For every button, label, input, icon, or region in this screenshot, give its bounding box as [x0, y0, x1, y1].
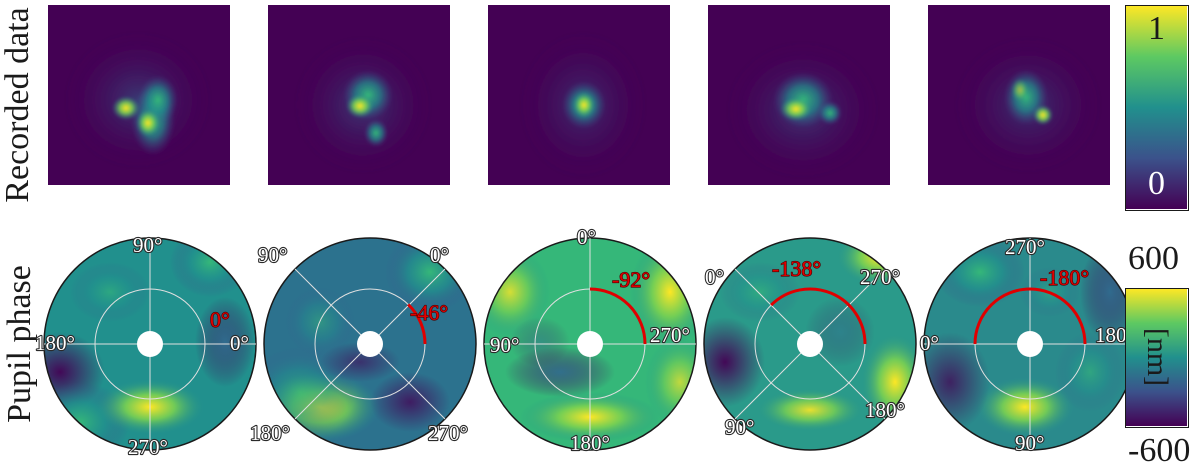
- row-label-pupil-phase: Pupil phase: [1, 265, 38, 423]
- pupil-3-label-bottom: 180°: [570, 431, 610, 455]
- colorbar-intensity-min-label: 0: [1148, 165, 1165, 202]
- pupil-4-label-lower-left: 90°: [725, 415, 754, 439]
- recorded-data-panel-4: [708, 5, 890, 185]
- colorbar-intensity: [1125, 5, 1189, 211]
- row-label-recorded-data: Recorded data: [0, 7, 36, 203]
- pupil-5-rotation-label: -180°: [1040, 265, 1089, 290]
- pupil-1-rotation-label: 0°: [210, 307, 230, 332]
- pupil-3-rotation-label: -92°: [612, 267, 650, 292]
- pupil-2-label-lower-left: 180°: [250, 421, 290, 445]
- pupil-5-label-top: 270°: [1005, 235, 1045, 259]
- pupil-3-label-right: 270°: [650, 323, 690, 347]
- colorbar-phase-unit: [nm]: [1141, 327, 1174, 387]
- pupil-2-label-lower-right: 270°: [428, 421, 468, 445]
- pupil-1-label-top: 90°: [133, 233, 162, 257]
- pupil-phase-panel-5: 270° 0° 180° 90° -180°: [919, 232, 1140, 457]
- recorded-data-panel-2: [268, 5, 450, 185]
- colorbar-phase-max-label: 600: [1128, 240, 1179, 277]
- pupil-4-label-lower-right: 180°: [865, 398, 905, 422]
- recorded-data-panel-5: [928, 5, 1110, 185]
- recorded-data-panel-1: [48, 5, 230, 185]
- pupil-4-rotation-label: -138°: [772, 256, 821, 281]
- pupil-1-label-right: 0°: [230, 331, 249, 355]
- pupil-1-label-left: 180°: [35, 331, 75, 355]
- pupil-4-label-upper-right: 270°: [860, 265, 900, 289]
- colorbar-phase: [1125, 288, 1189, 428]
- pupil-phase-panel-4: 0° 270° 90° 180° -138°: [700, 232, 920, 457]
- recorded-data-panel-3: [488, 5, 670, 185]
- pupil-2-label-upper-left: 90°: [258, 243, 287, 267]
- pupil-5-label-bottom: 90°: [1015, 431, 1044, 455]
- pupil-4-label-upper-left: 0°: [705, 265, 724, 289]
- pupil-2-label-upper-right: 0°: [430, 243, 449, 267]
- pupil-3-label-top: 0°: [577, 225, 596, 249]
- pupil-phase-panel-1: 90° 180° 0° 270° 0°: [34, 232, 260, 460]
- pupil-phase-panel-3: 0° 90° 270° 180° -92°: [480, 224, 700, 457]
- pupil-1-label-bottom: 270°: [128, 435, 168, 459]
- pupil-3-label-left: 90°: [490, 333, 519, 357]
- pupil-phase-panel-2: 90° 0° 180° 270° -46°: [249, 232, 480, 457]
- pupil-5-label-left: 0°: [920, 331, 939, 355]
- pupil-2-rotation-label: -46°: [410, 300, 448, 325]
- colorbar-phase-min-label: -600: [1128, 432, 1191, 469]
- colorbar-intensity-max-label: 1: [1148, 10, 1165, 47]
